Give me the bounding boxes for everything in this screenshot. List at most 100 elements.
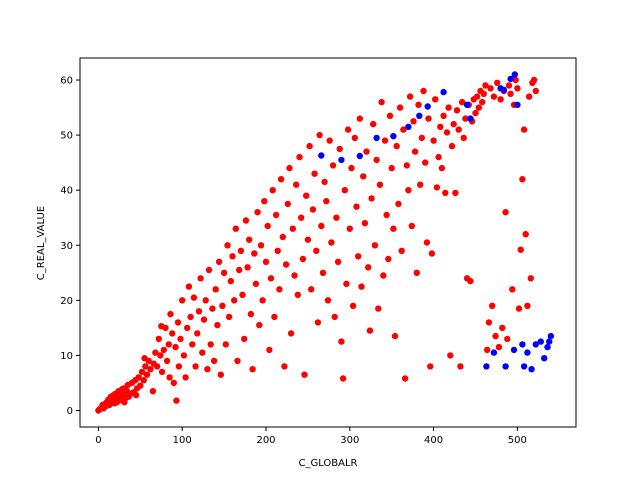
red-data-point [343, 280, 350, 287]
red-data-point [212, 286, 219, 293]
red-data-point [398, 247, 405, 254]
red-data-point [411, 148, 419, 155]
red-data-point [363, 148, 370, 155]
red-data-point [396, 104, 404, 111]
red-data-point [403, 162, 410, 169]
red-data-point [311, 170, 318, 177]
red-data-point [242, 217, 250, 224]
red-data-point [158, 368, 166, 376]
red-data-point [192, 363, 199, 370]
red-data-point [217, 371, 224, 378]
red-data-point [204, 366, 211, 373]
red-data-point [381, 137, 389, 144]
red-data-point [244, 264, 251, 271]
red-data-point [190, 294, 198, 301]
red-data-point [140, 377, 147, 384]
red-data-point [383, 211, 390, 219]
red-data-point [210, 357, 218, 365]
red-data-point [262, 258, 270, 265]
red-data-point [522, 231, 529, 238]
red-data-point [423, 239, 431, 246]
red-data-point [428, 250, 436, 257]
blue-data-point [490, 349, 498, 356]
red-data-point [145, 357, 152, 365]
y-tick-label: 50 [60, 131, 73, 142]
red-data-point [458, 98, 466, 106]
red-data-point [224, 242, 231, 249]
red-data-point [482, 82, 489, 89]
red-data-point [344, 126, 352, 133]
red-data-point [169, 330, 176, 337]
y-tick-label: 0 [67, 406, 73, 417]
red-data-point [427, 363, 434, 370]
red-data-point [485, 319, 493, 326]
red-data-point [293, 181, 300, 188]
red-data-point [318, 222, 325, 230]
blue-data-point [318, 152, 325, 159]
red-data-point [450, 120, 457, 128]
y-tick-label: 20 [60, 296, 73, 307]
red-data-point [269, 187, 276, 194]
red-data-point [420, 87, 427, 95]
red-data-point [435, 153, 442, 161]
red-data-point [401, 375, 409, 382]
red-data-point [231, 297, 238, 304]
red-data-point [324, 297, 332, 304]
red-data-point [276, 286, 283, 293]
red-data-point [453, 107, 461, 114]
red-data-point [360, 173, 367, 180]
red-data-point [309, 206, 317, 213]
red-data-point [251, 250, 258, 257]
red-data-point [467, 277, 474, 285]
red-data-point [443, 129, 451, 136]
x-tick-label: 400 [424, 435, 443, 446]
red-data-point [326, 137, 333, 144]
red-data-point [306, 142, 313, 150]
red-data-point [505, 82, 513, 89]
red-data-point [353, 203, 360, 210]
red-data-point [433, 184, 441, 191]
red-data-point [406, 93, 414, 100]
blue-data-point [537, 338, 544, 345]
red-data-point [390, 225, 397, 232]
red-data-point [167, 310, 174, 318]
red-data-point [254, 209, 261, 216]
red-data-point [264, 222, 271, 230]
red-data-point [475, 104, 482, 111]
red-data-point [232, 225, 239, 232]
blue-data-point [338, 156, 345, 164]
red-data-point [157, 352, 164, 359]
red-data-point [490, 93, 498, 100]
red-data-point [514, 85, 521, 92]
red-data-point [142, 363, 149, 370]
red-data-point [187, 313, 194, 321]
red-data-point [376, 181, 384, 188]
red-data-point [339, 375, 347, 382]
blue-data-point [519, 341, 526, 348]
red-data-point [356, 115, 363, 122]
x-axis-ticks: 0 100 200 300 400 500 [95, 427, 527, 446]
red-data-point [132, 391, 140, 399]
red-data-point [380, 272, 387, 279]
red-data-point [351, 134, 358, 142]
red-data-point [205, 266, 213, 274]
blue-data-point [467, 115, 474, 122]
red-data-point [530, 76, 538, 84]
red-data-point [215, 258, 223, 265]
red-data-point [408, 222, 415, 230]
red-data-point [152, 349, 159, 356]
red-data-point [525, 93, 533, 100]
red-data-point [425, 115, 432, 122]
red-data-point [303, 192, 310, 199]
red-data-point [460, 134, 467, 142]
blue-data-point [424, 103, 431, 110]
red-data-point [271, 313, 278, 321]
red-data-point [532, 87, 539, 95]
red-data-point [442, 189, 449, 197]
red-data-point [527, 275, 534, 282]
red-data-point [247, 310, 255, 318]
red-data-point [321, 178, 328, 186]
red-data-point [440, 112, 447, 120]
red-data-point [298, 214, 305, 221]
